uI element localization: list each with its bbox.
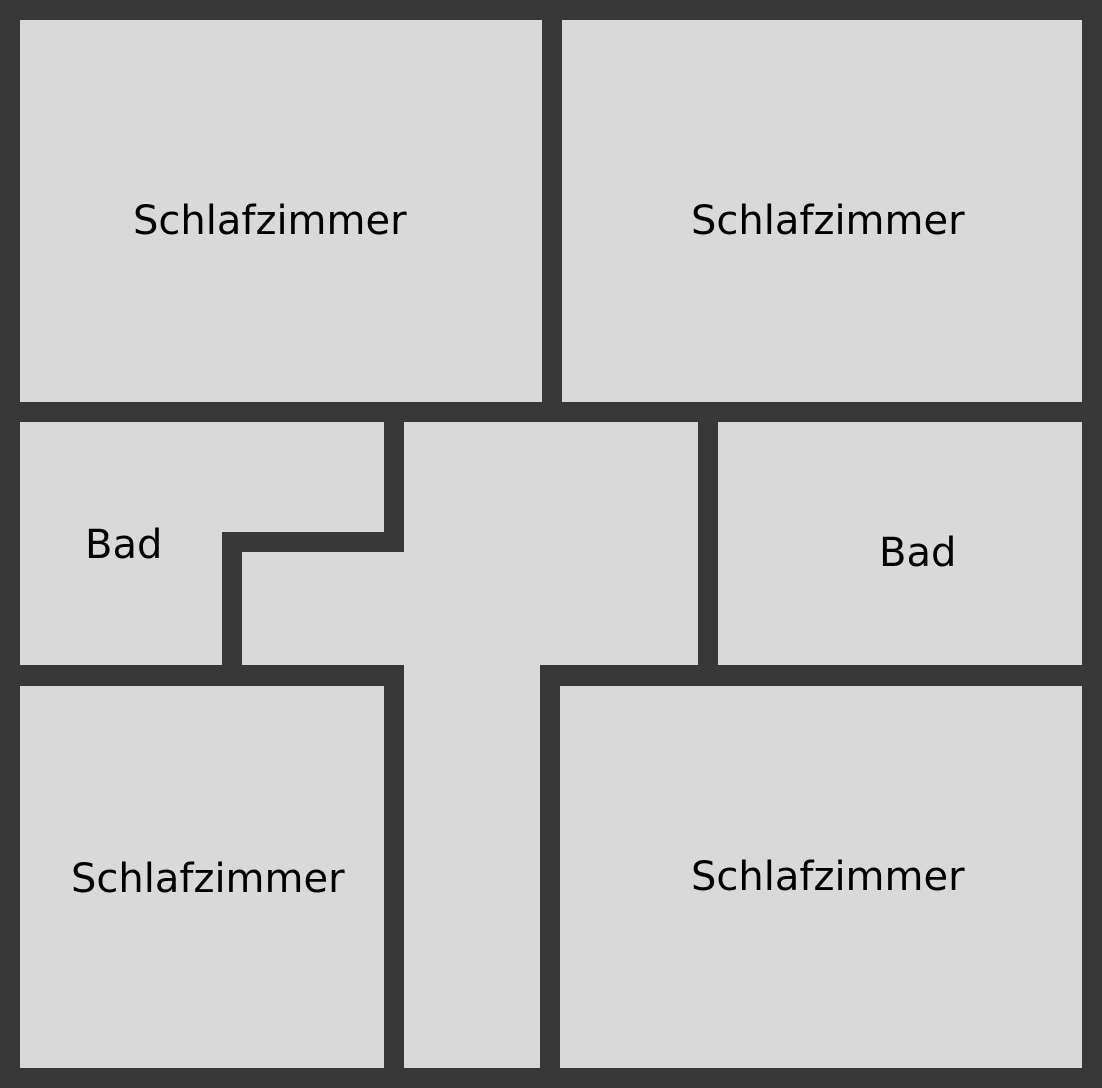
bedroom-top-left [20,20,542,402]
bedroom-bottom-right [560,686,1082,1068]
bathroom-right [718,422,1082,665]
bathroom-left-upper [20,422,384,532]
bedroom-bottom-left [20,686,384,1068]
bathroom-right-label: Bad [879,530,957,576]
bedroom-top-right-label: Schlafzimmer [691,198,965,244]
bedroom-top-left-label: Schlafzimmer [133,198,407,244]
bathroom-left-label: Bad [85,522,163,568]
bathroom-left-lower [20,532,222,665]
hallway-middle [242,552,698,665]
bedroom-bottom-right-label: Schlafzimmer [691,854,965,900]
bedroom-top-right [562,20,1082,402]
hallway-upper [404,422,698,552]
bedroom-bottom-left-label: Schlafzimmer [71,856,345,902]
hallway-corridor [404,665,540,1068]
